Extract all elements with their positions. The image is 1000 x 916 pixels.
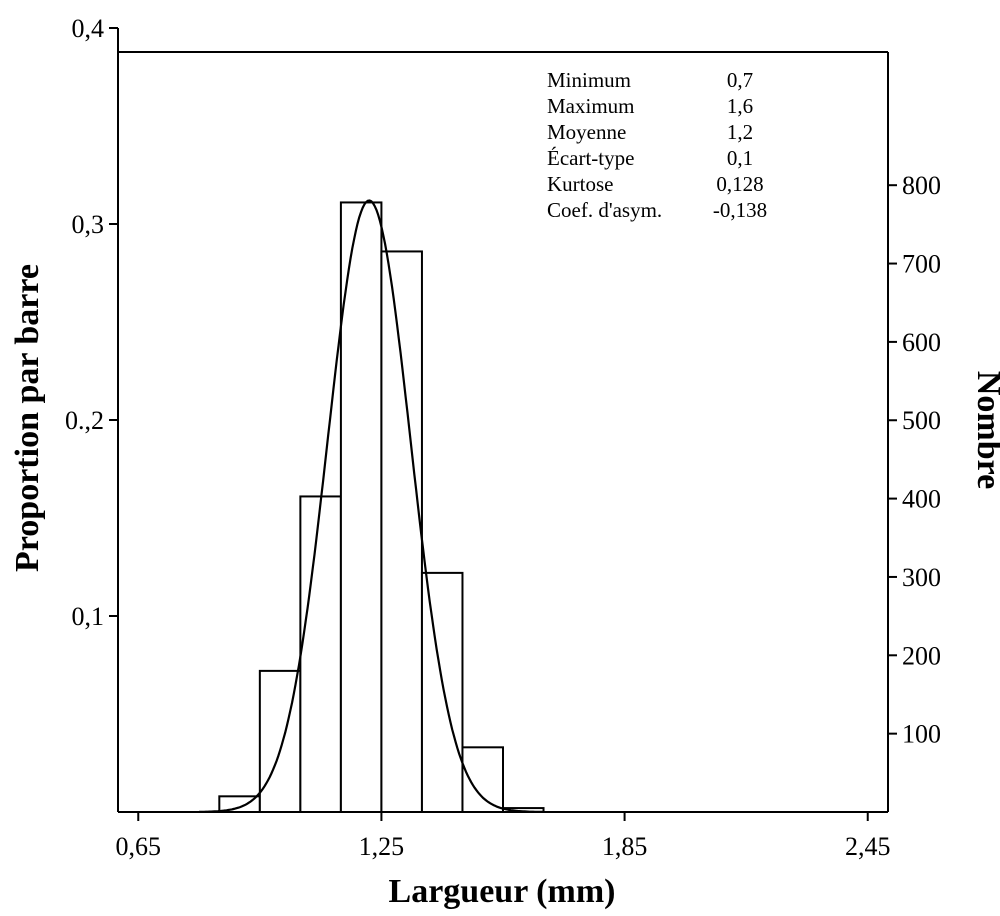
y-tick-label: 0,3 [72, 210, 105, 239]
stat-value: 1,6 [727, 94, 753, 118]
y-right-tick-label: 800 [902, 171, 941, 200]
x-tick-label: 2,45 [845, 832, 891, 861]
stat-label: Moyenne [547, 120, 626, 144]
y-tick-label: 0.,2 [65, 406, 104, 435]
stat-value: 0,128 [716, 172, 763, 196]
y-axis-right: 100 200 300 400 500 600 700 800 [888, 171, 941, 749]
x-tick-label: 1,25 [359, 832, 405, 861]
stat-label: Kurtose [547, 172, 614, 196]
stat-value: 0,7 [727, 68, 753, 92]
stat-value: 1,2 [727, 120, 753, 144]
y-axis-right-title: Nombre [970, 371, 1000, 489]
normal-curve [199, 199, 544, 813]
stat-label: Coef. d'asym. [547, 198, 662, 222]
y-axis-left: 0,1 0.,2 0,3 0,4 [65, 14, 118, 631]
y-right-tick-label: 100 [902, 720, 941, 749]
x-axis: 0,65 1,25 1,85 2,45 [116, 812, 891, 861]
statistics-table: Minimum 0,7 Maximum 1,6 Moyenne 1,2 Écart-type… [547, 68, 767, 222]
y-axis-title: Proportion par barre [9, 264, 46, 572]
y-right-tick-label: 600 [902, 328, 941, 357]
histogram-bars [218, 201, 545, 814]
stat-value: -0,138 [713, 198, 767, 222]
normal-curve-line [199, 199, 544, 813]
y-right-tick-label: 200 [902, 641, 941, 670]
stat-label: Minimum [547, 68, 631, 92]
plot-frame [117, 28, 889, 813]
x-tick-label: 0,65 [116, 832, 162, 861]
histogram-bar [339, 201, 383, 813]
histogram-bar [380, 250, 423, 813]
histogram-bar [461, 746, 505, 814]
y-right-tick-label: 300 [902, 563, 941, 592]
histogram-bar [420, 571, 464, 813]
y-right-tick-label: 400 [902, 485, 941, 514]
y-right-tick-label: 500 [902, 406, 941, 435]
stat-value: 0,1 [727, 146, 753, 170]
y-tick-label: 0,1 [72, 602, 105, 631]
y-right-tick-label: 700 [902, 250, 941, 279]
histogram-bar [299, 495, 342, 813]
x-tick-label: 1,85 [602, 832, 648, 861]
y-tick-label: 0,4 [72, 14, 105, 43]
stat-label: Écart-type [547, 146, 634, 170]
x-axis-title: Largueur (mm) [389, 873, 616, 910]
stat-label: Maximum [547, 94, 635, 118]
